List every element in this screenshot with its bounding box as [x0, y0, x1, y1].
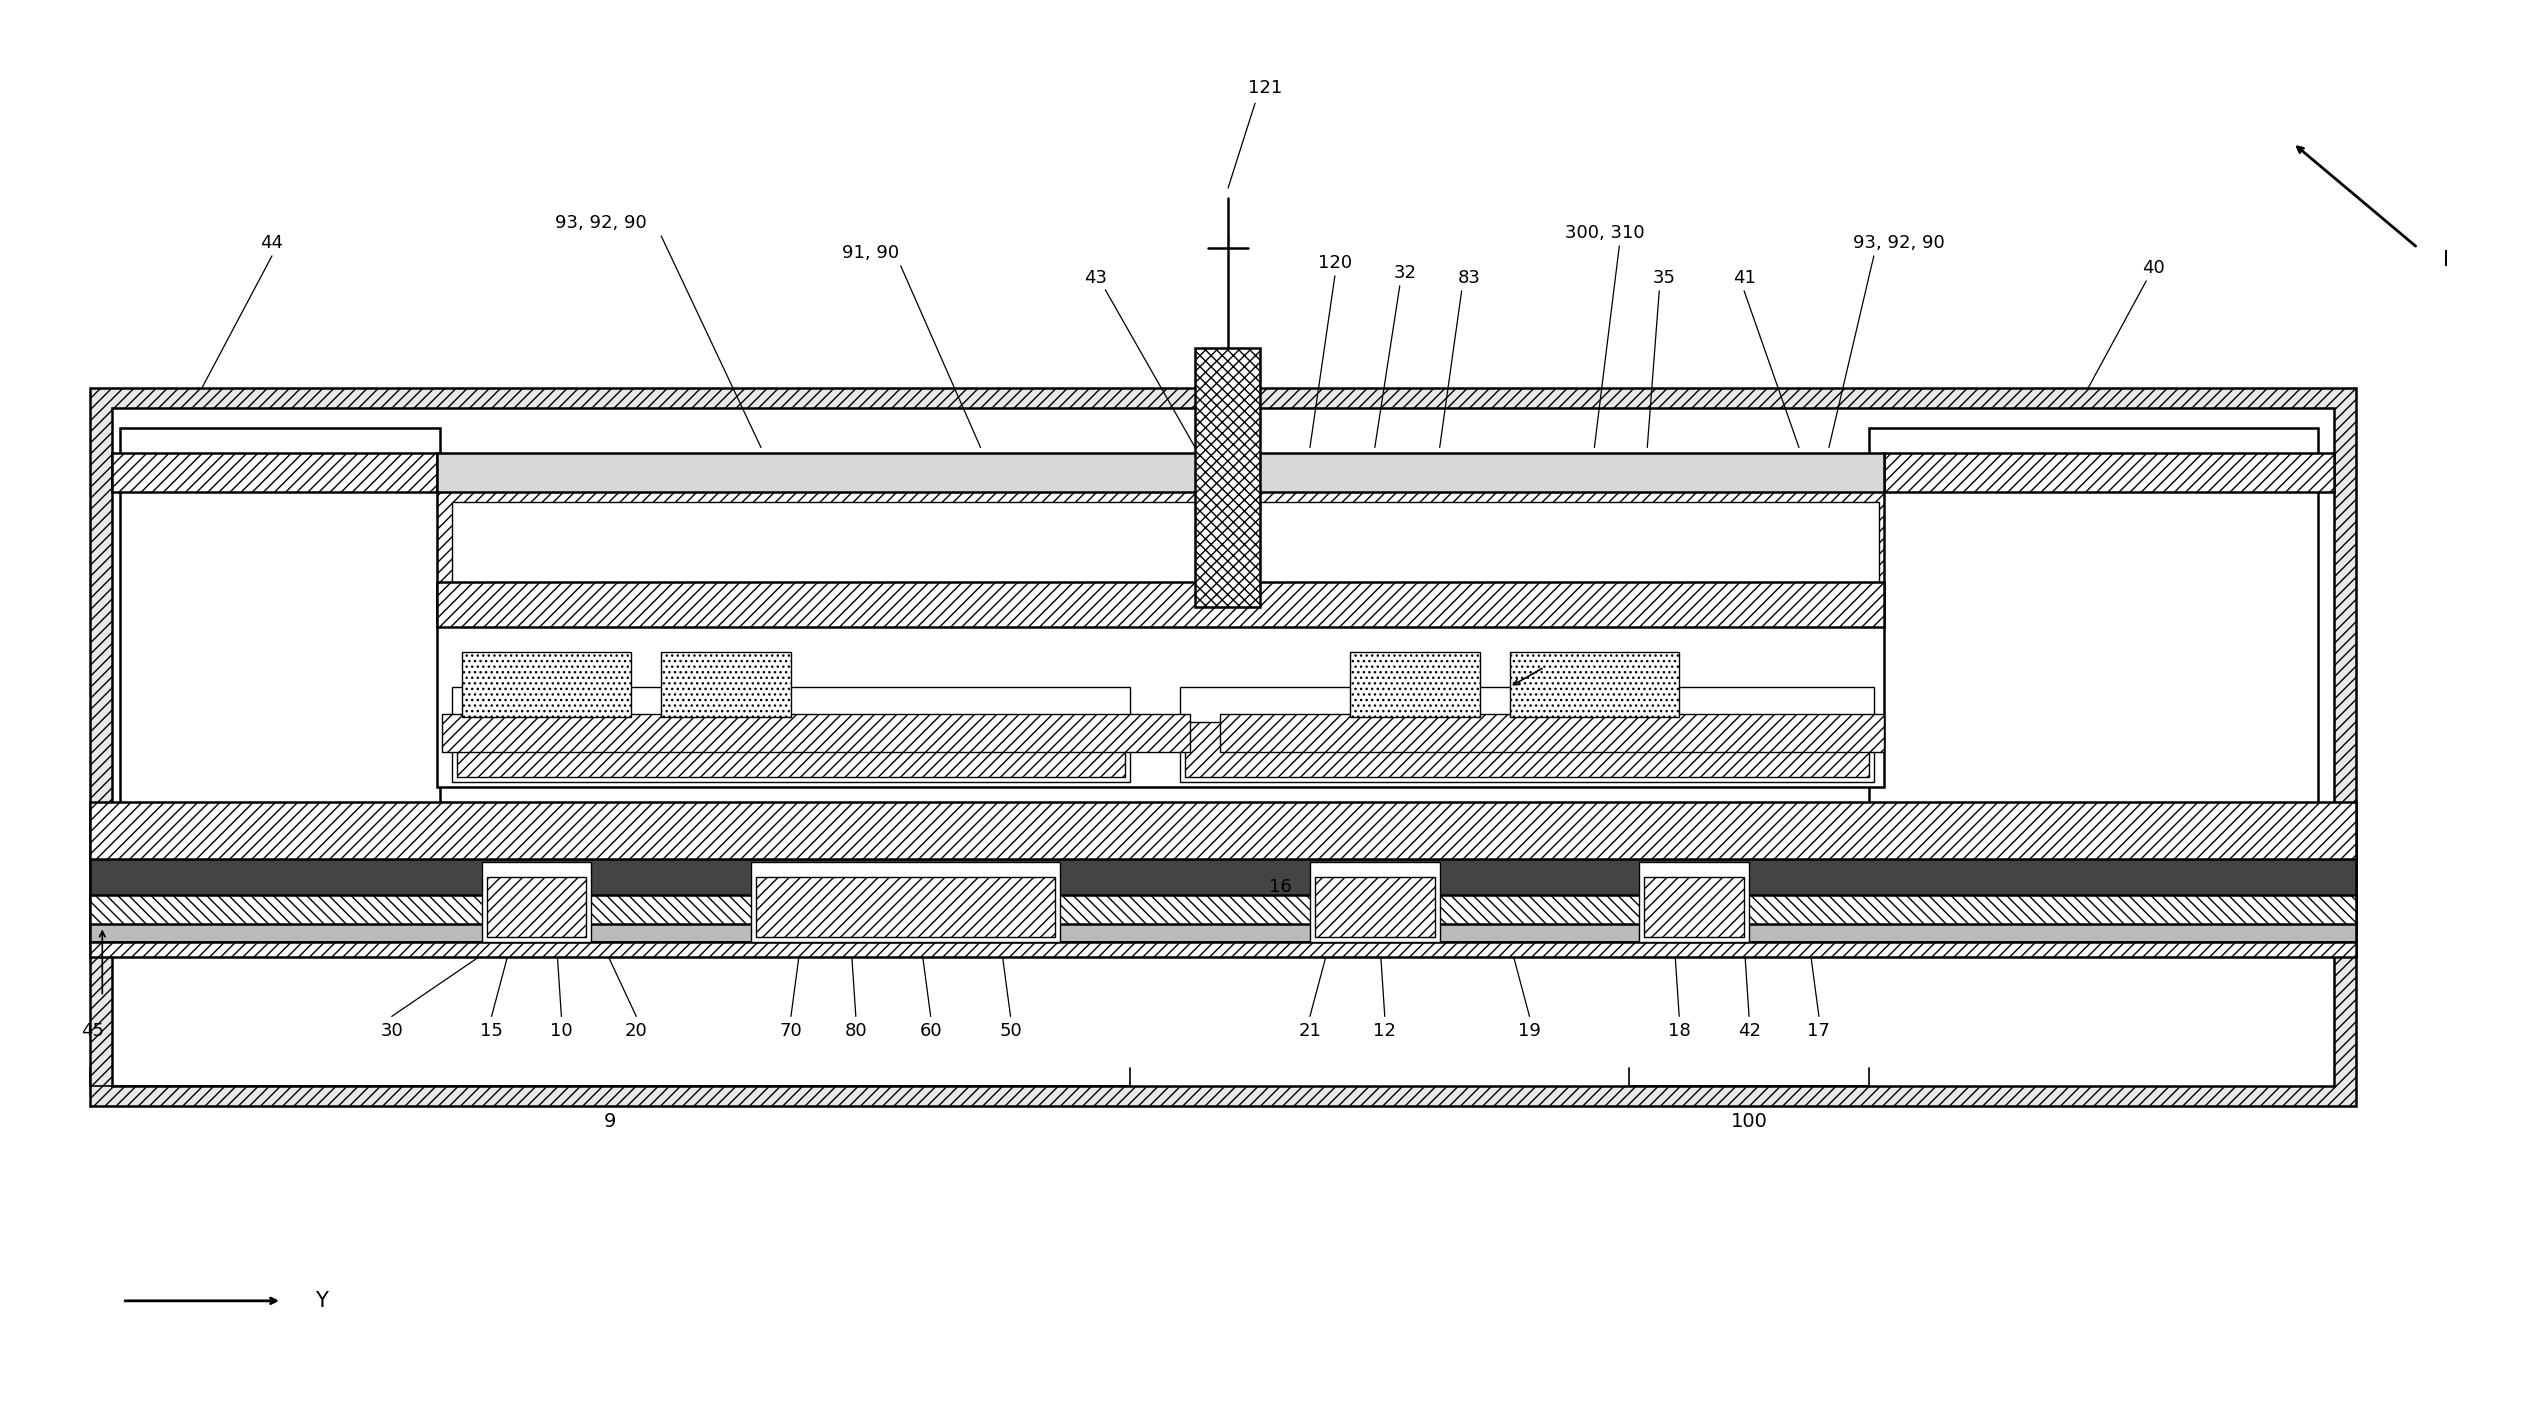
Bar [1638, 862, 1748, 941]
Bar [89, 941, 2357, 956]
Bar [112, 408, 2334, 1087]
Bar [89, 802, 2357, 862]
Bar [482, 862, 591, 941]
Text: 300, 310: 300, 310 [1564, 224, 1643, 242]
Bar [456, 723, 1126, 777]
Text: 70: 70 [780, 1023, 803, 1040]
Bar [752, 862, 1060, 941]
Text: 43: 43 [1083, 269, 1106, 286]
Bar [112, 452, 436, 493]
Bar [1868, 428, 2319, 887]
Bar [1350, 652, 1480, 717]
Text: 19: 19 [1519, 1023, 1542, 1040]
Text: 121: 121 [1249, 79, 1282, 98]
Bar [436, 582, 1883, 628]
Bar [1185, 723, 1868, 777]
Text: 12: 12 [1373, 1023, 1396, 1040]
Text: 32: 32 [1394, 264, 1417, 282]
Bar [1315, 877, 1435, 937]
Text: 83: 83 [1457, 269, 1480, 286]
Bar [660, 652, 790, 717]
Bar [1643, 877, 1743, 937]
Text: 30: 30 [380, 1023, 403, 1040]
Text: 80: 80 [843, 1023, 866, 1040]
Bar [487, 877, 586, 937]
Bar [120, 428, 441, 887]
Bar [1220, 714, 1883, 752]
Text: 20: 20 [624, 1023, 647, 1040]
Bar [436, 487, 1883, 608]
Bar [1180, 687, 1873, 782]
Text: I: I [2444, 249, 2449, 269]
Bar [436, 452, 1883, 493]
Text: 93, 92, 90: 93, 92, 90 [555, 214, 647, 232]
Bar [1508, 652, 1679, 717]
Text: 16: 16 [1269, 877, 1292, 896]
Bar [89, 924, 2357, 941]
Text: 44: 44 [260, 234, 283, 252]
Bar [757, 877, 1055, 937]
Bar [441, 714, 1190, 752]
Bar [89, 859, 2357, 897]
Text: 10: 10 [550, 1023, 573, 1040]
Bar [1883, 452, 2334, 493]
Text: 50: 50 [999, 1023, 1022, 1040]
Bar [436, 602, 1883, 786]
Text: 41: 41 [1733, 269, 1756, 286]
Bar [1195, 347, 1261, 608]
Text: 93, 92, 90: 93, 92, 90 [1852, 234, 1944, 252]
Text: 9: 9 [604, 1112, 617, 1131]
Text: 45: 45 [82, 1023, 104, 1040]
Text: 17: 17 [1807, 1023, 1829, 1040]
Text: 120: 120 [1317, 254, 1353, 272]
Text: 42: 42 [1738, 1023, 1761, 1040]
Bar [89, 894, 2357, 927]
Text: 100: 100 [1730, 1112, 1768, 1131]
Bar [1310, 862, 1440, 941]
Text: 18: 18 [1669, 1023, 1689, 1040]
Bar [451, 503, 1878, 597]
Text: 91, 90: 91, 90 [843, 244, 899, 262]
Text: 40: 40 [2143, 259, 2166, 276]
Text: Y: Y [316, 1291, 329, 1311]
Text: 21: 21 [1299, 1023, 1322, 1040]
Text: 15: 15 [479, 1023, 502, 1040]
Text: 35: 35 [1654, 269, 1677, 286]
Bar [461, 652, 632, 717]
Bar [451, 687, 1131, 782]
Text: 60: 60 [920, 1023, 943, 1040]
Bar [89, 388, 2357, 1107]
